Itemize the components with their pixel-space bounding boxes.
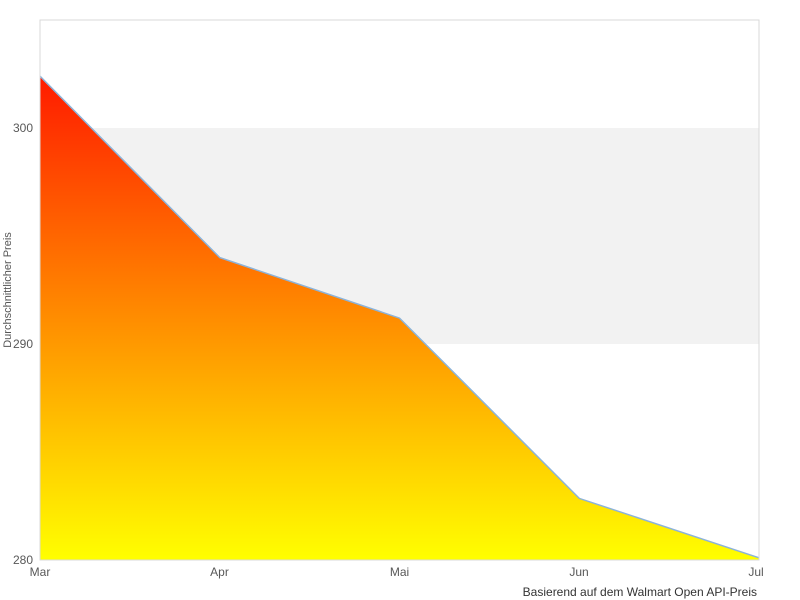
x-tick-jun: Jun bbox=[569, 565, 588, 579]
x-tick-mai: Mai bbox=[390, 565, 409, 579]
x-axis-labels: Mar Apr Mai Jun Jul bbox=[30, 565, 764, 579]
x-tick-mar: Mar bbox=[30, 565, 51, 579]
area-series-fill bbox=[40, 76, 759, 560]
y-tick-290: 290 bbox=[13, 337, 33, 351]
plot-border bbox=[39, 19, 760, 561]
x-tick-jul: Jul bbox=[748, 565, 763, 579]
area-series-line bbox=[39, 75, 760, 559]
x-tick-apr: Apr bbox=[210, 565, 229, 579]
chart-caption: Basierend auf dem Walmart Open API-Preis bbox=[523, 585, 757, 599]
y-tick-300: 300 bbox=[13, 121, 33, 135]
y-tick-280: 280 bbox=[13, 553, 33, 567]
y-axis-title: Durchschnittlicher Preis bbox=[2, 232, 14, 348]
y-axis-labels: 280 290 300 bbox=[13, 121, 33, 567]
